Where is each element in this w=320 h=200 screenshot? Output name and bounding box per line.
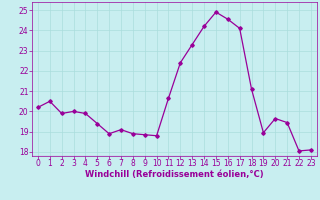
X-axis label: Windchill (Refroidissement éolien,°C): Windchill (Refroidissement éolien,°C) xyxy=(85,170,264,179)
